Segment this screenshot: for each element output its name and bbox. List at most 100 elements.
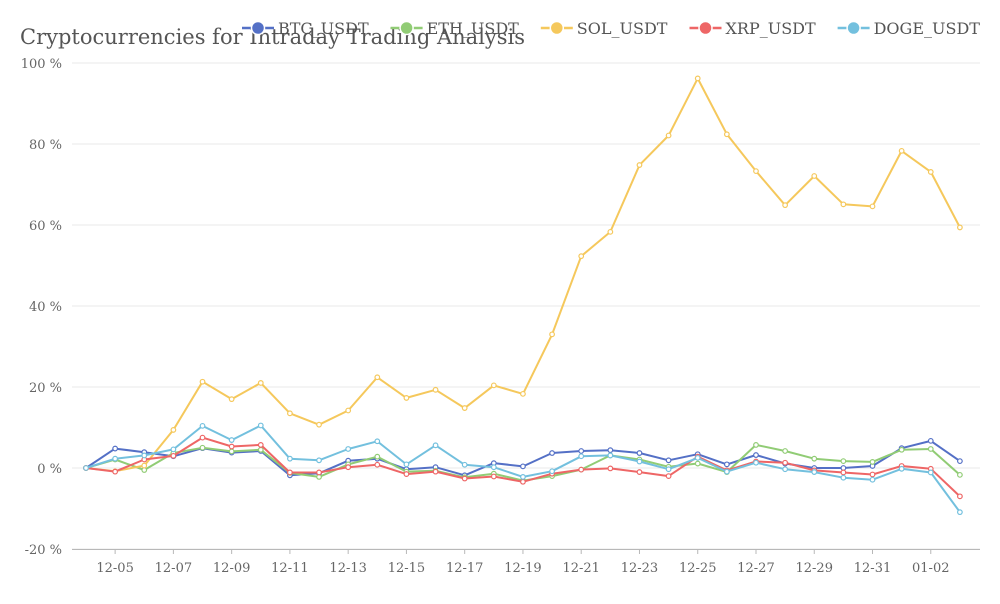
data-point[interactable] <box>957 458 963 465</box>
data-point[interactable] <box>403 461 410 468</box>
data-point[interactable] <box>869 203 876 210</box>
data-point[interactable] <box>345 446 352 452</box>
data-point[interactable] <box>287 455 293 462</box>
data-point[interactable] <box>432 468 439 475</box>
data-point[interactable] <box>520 390 526 397</box>
data-point[interactable] <box>665 466 672 473</box>
data-point[interactable] <box>753 442 759 448</box>
data-point[interactable] <box>520 474 526 480</box>
data-point[interactable] <box>694 75 701 82</box>
data-point[interactable] <box>170 452 177 459</box>
data-point[interactable] <box>520 478 526 485</box>
data-point[interactable] <box>316 421 322 428</box>
data-point[interactable] <box>753 459 759 466</box>
data-point[interactable] <box>257 446 264 453</box>
data-point[interactable] <box>490 473 497 480</box>
data-point[interactable] <box>432 386 439 393</box>
data-point[interactable] <box>694 460 701 467</box>
data-point[interactable] <box>345 464 352 471</box>
data-point[interactable] <box>665 457 672 464</box>
data-point[interactable] <box>840 458 847 465</box>
data-point[interactable] <box>607 465 614 472</box>
legend[interactable]: BTC_USDT ETH_USDT SOL_USDT XRP_USDT DOGE_USD… <box>242 19 980 38</box>
series-line[interactable] <box>85 439 961 477</box>
data-point[interactable] <box>840 474 847 481</box>
data-point[interactable] <box>957 471 963 478</box>
data-point[interactable] <box>957 509 963 516</box>
data-point[interactable] <box>199 434 206 441</box>
data-point[interactable] <box>199 378 206 385</box>
data-point[interactable] <box>957 224 963 231</box>
data-point[interactable] <box>141 452 148 459</box>
data-point[interactable] <box>374 461 381 468</box>
data-point[interactable] <box>490 464 497 471</box>
data-point[interactable] <box>549 450 555 456</box>
data-point[interactable] <box>927 469 934 476</box>
data-point[interactable] <box>782 448 789 454</box>
data-point[interactable] <box>898 465 905 472</box>
data-point[interactable] <box>316 457 322 464</box>
data-point[interactable] <box>287 469 293 476</box>
data-point[interactable] <box>287 410 293 417</box>
legend-item-doge-usdt[interactable]: DOGE_USDT <box>837 19 981 38</box>
data-point[interactable] <box>636 469 643 475</box>
legend-item-btc-usdt[interactable]: BTC_USDT <box>242 19 369 38</box>
legend-item-xrp-usdt[interactable]: XRP_USDT <box>689 19 816 38</box>
data-point[interactable] <box>665 132 672 139</box>
data-point[interactable] <box>257 442 264 448</box>
data-point[interactable] <box>840 201 847 208</box>
data-point[interactable] <box>549 468 555 475</box>
data-point[interactable] <box>636 162 643 168</box>
data-point[interactable] <box>316 469 322 476</box>
data-point[interactable] <box>228 448 235 455</box>
data-point[interactable] <box>694 454 701 461</box>
data-point[interactable] <box>83 465 89 471</box>
data-point[interactable] <box>578 253 585 260</box>
data-point[interactable] <box>578 466 585 473</box>
data-point[interactable] <box>257 380 264 386</box>
data-point[interactable] <box>228 443 235 450</box>
data-point[interactable] <box>607 447 614 454</box>
data-point[interactable] <box>898 446 905 453</box>
data-point[interactable] <box>898 147 905 154</box>
data-point[interactable] <box>403 395 410 401</box>
data-point[interactable] <box>490 382 497 389</box>
data-point[interactable] <box>782 202 789 209</box>
data-point[interactable] <box>520 463 526 470</box>
data-point[interactable] <box>228 437 235 443</box>
data-point[interactable] <box>869 476 876 483</box>
data-point[interactable] <box>665 473 672 480</box>
series-line[interactable] <box>85 77 961 473</box>
data-point[interactable] <box>461 475 468 482</box>
data-point[interactable] <box>869 459 876 465</box>
data-point[interactable] <box>782 459 789 466</box>
data-point[interactable] <box>578 448 585 454</box>
data-point[interactable] <box>840 469 847 476</box>
data-point[interactable] <box>636 458 643 465</box>
data-point[interactable] <box>461 461 468 468</box>
data-point[interactable] <box>723 468 730 475</box>
data-point[interactable] <box>723 131 730 138</box>
data-point[interactable] <box>228 396 235 403</box>
data-point[interactable] <box>549 331 555 338</box>
legend-item-sol-usdt[interactable]: SOL_USDT <box>540 19 668 38</box>
data-point[interactable] <box>927 437 934 444</box>
legend-item-eth-usdt[interactable]: ETH_USDT <box>390 19 520 38</box>
data-point[interactable] <box>723 461 730 468</box>
data-point[interactable] <box>432 442 439 449</box>
data-point[interactable] <box>782 466 789 473</box>
data-point[interactable] <box>753 452 759 458</box>
data-point[interactable] <box>112 455 119 462</box>
data-point[interactable] <box>957 493 963 500</box>
data-point[interactable] <box>141 462 148 469</box>
data-point[interactable] <box>636 450 643 456</box>
data-point[interactable] <box>374 438 381 445</box>
data-point[interactable] <box>811 469 818 475</box>
data-point[interactable] <box>607 452 614 459</box>
data-point[interactable] <box>345 407 352 414</box>
data-point[interactable] <box>199 422 206 429</box>
data-point[interactable] <box>257 422 264 429</box>
data-point[interactable] <box>927 169 934 175</box>
data-point[interactable] <box>403 471 410 477</box>
data-point[interactable] <box>461 405 468 411</box>
